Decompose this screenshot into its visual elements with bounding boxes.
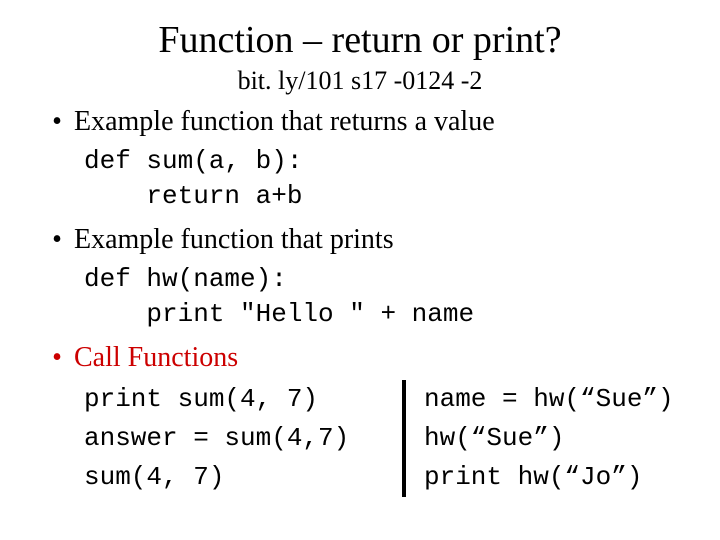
code2-line2: print "Hello " + name <box>84 299 474 329</box>
code-block-1: def sum(a, b): return a+b <box>84 144 680 214</box>
call-right-l2: hw(“Sue”) <box>424 423 564 453</box>
call-left-l2: answer = sum(4,7) <box>84 423 349 453</box>
bullet-1: • Example function that returns a value <box>40 106 680 138</box>
bullet-2-text: Example function that prints <box>74 224 394 256</box>
call-left-l1: print sum(4, 7) <box>84 384 318 414</box>
bullet-dot-icon: • <box>40 106 74 138</box>
bullet-2: • Example function that prints <box>40 224 680 256</box>
code1-line2: return a+b <box>84 181 302 211</box>
bullet-dot-icon: • <box>40 342 74 374</box>
slide-title: Function – return or print? <box>40 18 680 62</box>
code2-line1: def hw(name): <box>84 264 287 294</box>
call-left-l3: sum(4, 7) <box>84 462 224 492</box>
bullet-3-text: Call Functions <box>74 342 238 374</box>
code1-line1: def sum(a, b): <box>84 146 302 176</box>
call-column-right: name = hw(“Sue”) hw(“Sue”) print hw(“Jo”… <box>424 380 674 497</box>
call-functions-area: print sum(4, 7) answer = sum(4,7) sum(4,… <box>84 380 680 497</box>
bullet-dot-icon: • <box>40 224 74 256</box>
vertical-divider-icon <box>402 380 406 497</box>
code-block-2: def hw(name): print "Hello " + name <box>84 262 680 332</box>
call-right-l1: name = hw(“Sue”) <box>424 384 674 414</box>
call-column-left: print sum(4, 7) answer = sum(4,7) sum(4,… <box>84 380 394 497</box>
bullet-3: • Call Functions <box>40 342 680 374</box>
call-right-l3: print hw(“Jo”) <box>424 462 642 492</box>
slide-subtitle: bit. ly/101 s17 -0124 -2 <box>40 66 680 96</box>
bullet-1-text: Example function that returns a value <box>74 106 495 138</box>
